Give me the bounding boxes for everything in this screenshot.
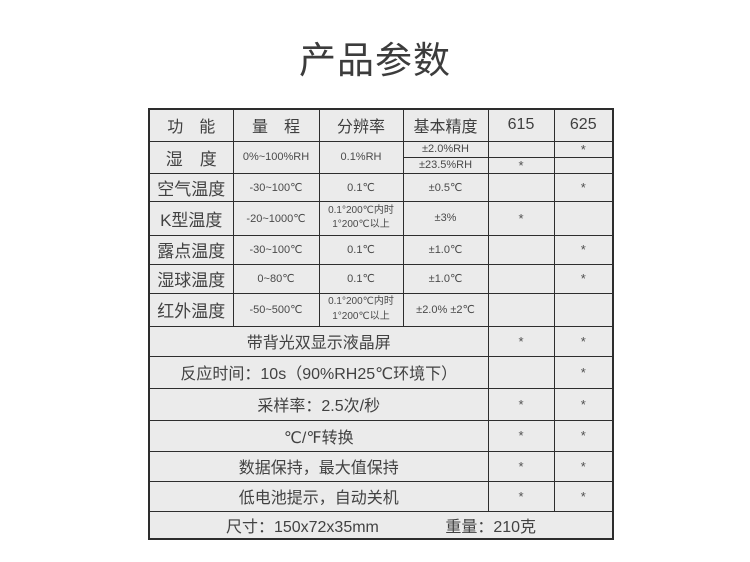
row-sampling-rate: 采样率：2.5次/秒 * * (148, 387, 614, 421)
model-625-cell: * (553, 263, 614, 294)
model-615-cell: * (487, 156, 555, 174)
model-615-cell: * (487, 200, 555, 236)
model-625-cell: * (553, 419, 614, 452)
row-cf-conversion: ℃/℉转换 * * (148, 419, 614, 452)
header-cell-range: 量 程 (232, 108, 320, 142)
row-response-time: 反应时间：10s（90%RH25℃环境下） * (148, 355, 614, 389)
header-cell-model-615: 615 (487, 108, 555, 142)
header-cell-function: 功 能 (148, 108, 234, 142)
model-615-cell (487, 172, 555, 202)
model-615-cell (487, 140, 555, 158)
model-625-cell: * (553, 325, 614, 357)
row-humidity-sub1: 湿 度 0%~100%RH 0.1%RH ±2.0%RH * (148, 140, 614, 174)
accuracy-cell: ±23.5%RH (402, 156, 489, 174)
header-cell-resolution: 分辨率 (318, 108, 404, 142)
model-625-cell: * (553, 140, 614, 158)
row-dew-point-temperature: 露点温度 -30~100℃ 0.1℃ ±1.0℃ * (148, 234, 614, 265)
function-cell: 露点温度 (148, 234, 234, 265)
model-615-cell: * (487, 325, 555, 357)
model-615-cell (487, 234, 555, 265)
row-data-hold: 数据保持，最大值保持 * * (148, 450, 614, 482)
row-k-type-temperature: K型温度 -20~1000℃ 0.1°200℃内时 1°200℃以上 ±3% * (148, 200, 614, 236)
accuracy-cell: ±1.0℃ (402, 234, 489, 265)
feature-label-cell: 带背光双显示液晶屏 (148, 325, 489, 357)
range-cell: -20~1000℃ (232, 200, 320, 236)
feature-label-cell: 数据保持，最大值保持 (148, 450, 489, 482)
model-615-cell (487, 292, 555, 327)
accuracy-cell: ±0.5℃ (402, 172, 489, 202)
function-cell: K型温度 (148, 200, 234, 236)
model-615-cell (487, 355, 555, 389)
header-cell-accuracy: 基本精度 (402, 108, 489, 142)
page-title: 产品参数 (299, 40, 451, 81)
model-625-cell: * (553, 172, 614, 202)
range-cell: 0%~100%RH (232, 140, 320, 174)
range-cell: -50~500℃ (232, 292, 320, 327)
resolution-cell: 0.1℃ (318, 263, 404, 294)
product-spec-table: 功 能 量 程 分辨率 基本精度 615 625 湿 度 0%~100%RH 0… (148, 108, 614, 540)
range-cell: 0~80℃ (232, 263, 320, 294)
table-header-row: 功 能 量 程 分辨率 基本精度 615 625 (148, 108, 614, 142)
model-625-cell: * (553, 355, 614, 389)
dimension-text: 尺寸：150x72x35mm (225, 518, 379, 536)
feature-label-cell: 采样率：2.5次/秒 (148, 387, 489, 421)
feature-label-cell: 反应时间：10s（90%RH25℃环境下） (148, 355, 489, 389)
row-lcd-display: 带背光双显示液晶屏 * * (148, 325, 614, 357)
accuracy-cell: ±3% (402, 200, 489, 236)
model-625-cell (553, 292, 614, 327)
feature-label-cell: 低电池提示，自动关机 (148, 480, 489, 512)
row-wet-bulb-temperature: 湿球温度 0~80℃ 0.1℃ ±1.0℃ * (148, 263, 614, 294)
row-air-temperature: 空气温度 -30~100℃ 0.1℃ ±0.5℃ * (148, 172, 614, 202)
model-625-cell (553, 156, 614, 174)
range-cell: -30~100℃ (232, 172, 320, 202)
row-dimensions-weight: 尺寸：150x72x35mm 重量：210克 (148, 510, 614, 540)
model-615-cell: * (487, 387, 555, 421)
model-615-cell: * (487, 480, 555, 512)
resolution-cell: 0.1℃ (318, 172, 404, 202)
function-cell: 红外温度 (148, 292, 234, 327)
row-infrared-temperature: 红外温度 -50~500℃ 0.1°200℃内时 1°200℃以上 ±2.0% … (148, 292, 614, 327)
row-low-battery: 低电池提示，自动关机 * * (148, 480, 614, 512)
model-625-cell: * (553, 387, 614, 421)
resolution-cell: 0.1°200℃内时 1°200℃以上 (318, 292, 404, 327)
model-625-cell: * (553, 450, 614, 482)
resolution-cell: 0.1%RH (318, 140, 404, 174)
model-625-cell (553, 200, 614, 236)
model-625-cell: * (553, 480, 614, 512)
feature-label-cell: ℃/℉转换 (148, 419, 489, 452)
function-cell: 湿球温度 (148, 263, 234, 294)
accuracy-cell: ±2.0% ±2℃ (402, 292, 489, 327)
range-cell: -30~100℃ (232, 234, 320, 265)
model-615-cell: * (487, 419, 555, 452)
function-cell: 湿 度 (148, 140, 234, 174)
weight-text: 重量：210克 (445, 518, 537, 536)
accuracy-cell: ±2.0%RH (402, 140, 489, 158)
resolution-cell: 0.1℃ (318, 234, 404, 265)
accuracy-cell: ±1.0℃ (402, 263, 489, 294)
function-cell: 空气温度 (148, 172, 234, 202)
header-cell-model-625: 625 (553, 108, 614, 142)
model-615-cell (487, 263, 555, 294)
dimensions-weight-cell: 尺寸：150x72x35mm 重量：210克 (148, 510, 614, 540)
resolution-cell: 0.1°200℃内时 1°200℃以上 (318, 200, 404, 236)
model-615-cell: * (487, 450, 555, 482)
model-625-cell: * (553, 234, 614, 265)
